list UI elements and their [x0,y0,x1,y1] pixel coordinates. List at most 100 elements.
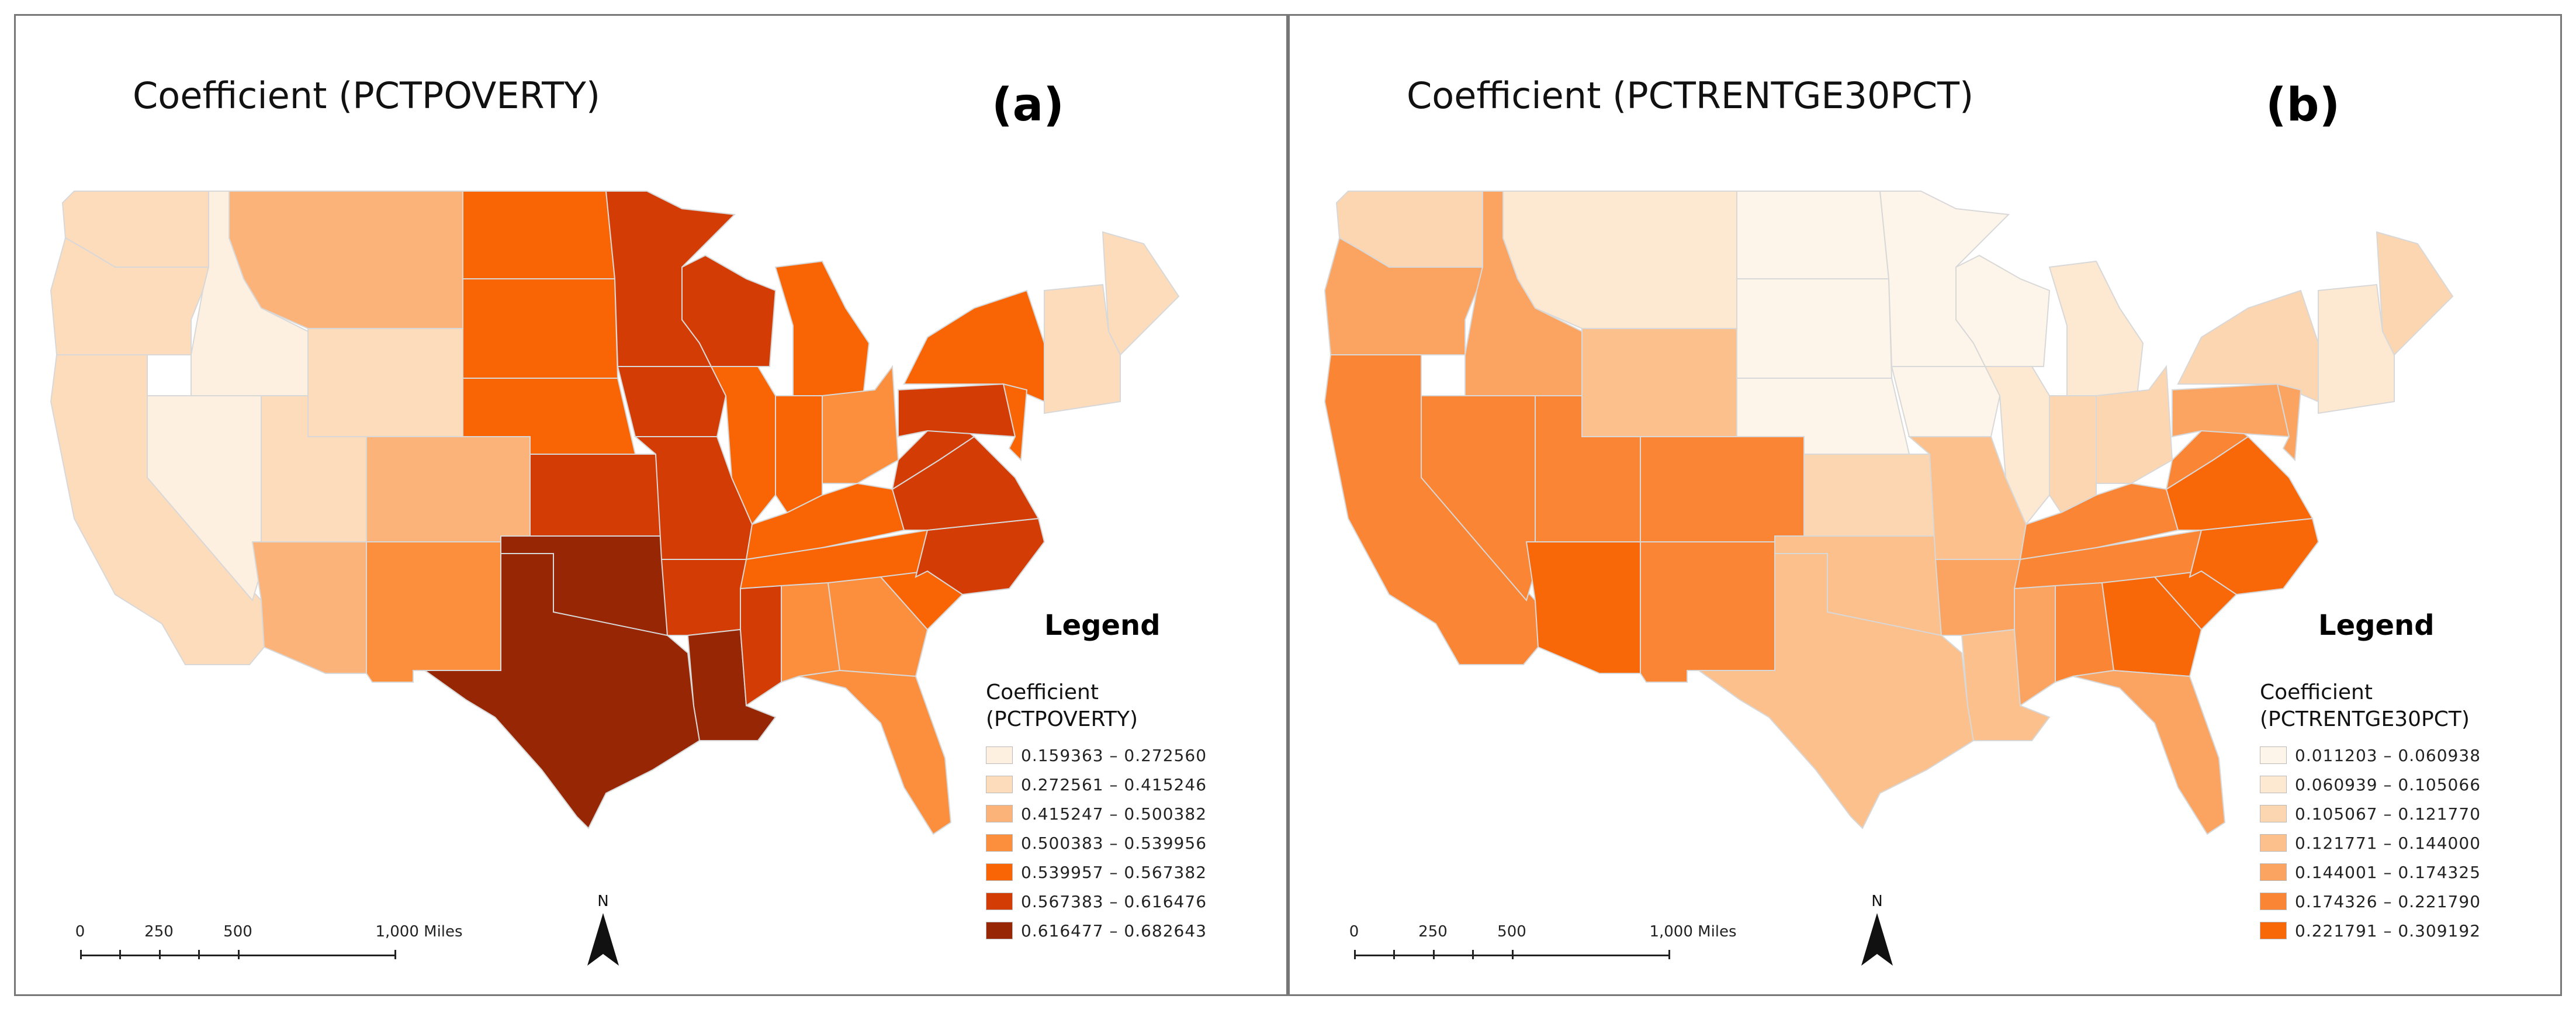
state-in [2049,395,2097,514]
legend-range: 0.060939 – 0.105066 [2295,775,2481,794]
scale-tick [198,950,200,959]
state-nm [366,541,501,683]
legend-item: 0.159363 – 0.272560 [986,741,1207,770]
north-arrow-b: N [1857,893,1898,969]
scale-tick [394,950,396,959]
state-sd [1736,278,1893,379]
legend-swatch [2260,746,2287,764]
legend-range: 0.272561 – 0.415246 [1021,775,1207,794]
legend-item: 0.221791 – 0.309192 [2260,916,2481,945]
state-nv [147,395,262,602]
north-label: N [597,893,609,910]
map-panel-b: Coefficient (PCTRENTGE30PCT) (b) Legend … [1288,14,2562,996]
legend-range: 0.567383 – 0.616476 [1021,891,1207,911]
map-title-a: Coefficient (PCTPOVERTY) [133,74,601,117]
panel-label-b: (b) [2266,79,2340,132]
legend-item: 0.415247 – 0.500382 [986,799,1207,828]
scale-bar-b: 0 250 500 1,000 Miles [1349,923,1737,964]
state-wi [1955,254,2051,367]
us-map-a [50,191,1180,835]
state-az [1525,541,1641,674]
state-il [1984,366,2050,525]
legend-range: 0.174326 – 0.221790 [2295,891,2481,911]
state-tx [1696,553,1975,829]
state-nj [1002,383,1028,462]
scale-label: 250 [144,923,174,941]
scale-bar-a: 0 250 500 1,000 Miles [75,923,463,964]
north-arrow-a: N [583,893,624,969]
state-ms [2014,585,2056,707]
scale-tick [1393,950,1395,959]
legend-swatch [2260,776,2287,793]
legend-range: 0.415247 – 0.500382 [1021,804,1207,824]
state-or [1324,237,1484,355]
legend-field-a: Coefficient (PCTPOVERTY) [986,679,1138,733]
legend-swatch [986,922,1013,939]
state-ne-states [1044,283,1121,414]
legend-range: 0.159363 – 0.272560 [1021,745,1207,765]
legend-swatch [986,805,1013,822]
legend-range: 0.500383 – 0.539956 [1021,833,1207,853]
state-ks [1803,454,1937,537]
scale-tick [1472,950,1474,959]
legend-swatch [986,893,1013,910]
scale-tick [1668,950,1670,959]
north-label: N [1871,893,1883,910]
legend-range: 0.144001 – 0.174325 [2295,862,2481,882]
north-arrow-icon [1861,913,1893,966]
state-in [775,395,823,514]
us-map-b [1324,191,2454,835]
state-il [710,366,776,525]
state-az [251,541,367,674]
legend-item: 0.567383 – 0.616476 [986,887,1207,916]
legend-swatch [986,863,1013,881]
legend-field-b: Coefficient (PCTRENTGE30PCT) [2260,679,2470,733]
legend-swatch [2260,805,2287,822]
state-fl [2072,669,2226,835]
state-ms [740,585,782,707]
state-nv [1421,395,1536,602]
state-pa [2172,383,2290,438]
state-mt [1502,191,1737,329]
legend-swatch [986,746,1013,764]
legend-field-name-a: Coefficient [986,680,1099,704]
panel-label-a: (a) [992,79,1064,132]
legend-range: 0.121771 – 0.144000 [2295,833,2481,853]
legend-item: 0.539957 – 0.567382 [986,858,1207,887]
state-or [50,237,210,355]
state-nd [1736,191,1890,279]
state-ia [1891,366,2001,437]
state-ar [1934,559,2021,636]
state-pa [898,383,1016,438]
state-wy [1581,328,1737,437]
legend-item: 0.616477 – 0.682643 [986,916,1207,945]
legend-items-a: 0.159363 – 0.272560 0.272561 – 0.415246 … [986,741,1207,945]
legend-field-var-b: (PCTRENTGE30PCT) [2260,707,2470,731]
state-wi [681,254,777,367]
legend-item: 0.500383 – 0.539956 [986,828,1207,858]
legend-swatch [2260,922,2287,939]
state-mi [774,260,870,396]
north-arrow-icon [587,913,619,966]
legend-field-name-b: Coefficient [2260,680,2373,704]
map-title-b: Coefficient (PCTRENTGE30PCT) [1407,74,1974,117]
legend-range: 0.105067 – 0.121770 [2295,804,2481,824]
state-ia [617,366,727,437]
scale-label: 250 [1418,923,1448,941]
scale-tick [159,950,161,959]
scale-label: 1,000 Miles [375,923,463,941]
scale-label: 500 [223,923,252,941]
legend-range: 0.539957 – 0.567382 [1021,862,1207,882]
state-co [1640,436,1805,542]
scale-tick [1354,950,1356,959]
state-me [2376,231,2454,356]
state-mt [228,191,463,329]
legend-range: 0.221791 – 0.309192 [2295,921,2481,941]
legend-swatch [2260,863,2287,881]
map-panel-a: Coefficient (PCTPOVERTY) (a) Legend Coef… [14,14,1288,996]
state-tx [423,553,701,829]
scale-label: 0 [75,923,85,941]
scale-tick [1512,950,1514,959]
legend-item: 0.174326 – 0.221790 [2260,887,2481,916]
state-nm [1640,541,1775,683]
